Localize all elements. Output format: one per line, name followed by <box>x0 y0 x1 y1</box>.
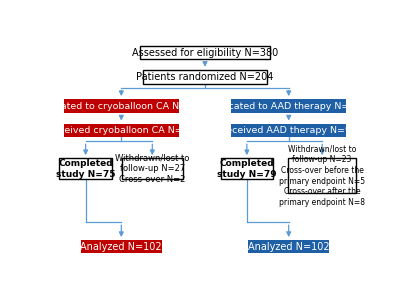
FancyBboxPatch shape <box>122 158 182 179</box>
Text: Withdrawn/lost to
follow-up N=23
Cross-over before the
primary endpoint N=5
Cros: Withdrawn/lost to follow-up N=23 Cross-o… <box>279 144 365 207</box>
FancyBboxPatch shape <box>231 124 346 137</box>
Text: Analyzed N=102: Analyzed N=102 <box>248 242 330 252</box>
FancyBboxPatch shape <box>64 124 179 137</box>
FancyBboxPatch shape <box>231 99 346 113</box>
FancyBboxPatch shape <box>59 158 112 179</box>
Text: Allocated to AAD therapy N=102: Allocated to AAD therapy N=102 <box>210 101 367 111</box>
Text: Completed
study N=79: Completed study N=79 <box>217 159 277 179</box>
FancyBboxPatch shape <box>140 46 270 59</box>
Text: Allocated to cryoballoon CA N=102: Allocated to cryoballoon CA N=102 <box>38 101 205 111</box>
FancyBboxPatch shape <box>81 240 162 253</box>
Text: Received cryoballoon CA N=94: Received cryoballoon CA N=94 <box>48 126 195 135</box>
FancyBboxPatch shape <box>248 240 329 253</box>
Text: Analyzed N=102: Analyzed N=102 <box>80 242 162 252</box>
FancyBboxPatch shape <box>288 158 356 193</box>
FancyBboxPatch shape <box>143 70 267 84</box>
FancyBboxPatch shape <box>64 99 179 113</box>
FancyBboxPatch shape <box>220 158 273 179</box>
Text: Assessed for eligibility N=380: Assessed for eligibility N=380 <box>132 47 278 57</box>
Text: Patients randomized N=204: Patients randomized N=204 <box>136 72 274 82</box>
Text: Withdrawn/lost to
follow-up N=27
Cross-over N=2: Withdrawn/lost to follow-up N=27 Cross-o… <box>115 153 190 184</box>
Text: Completed
study N=75: Completed study N=75 <box>56 159 116 179</box>
Text: Received AAD therapy N=99: Received AAD therapy N=99 <box>220 126 357 135</box>
